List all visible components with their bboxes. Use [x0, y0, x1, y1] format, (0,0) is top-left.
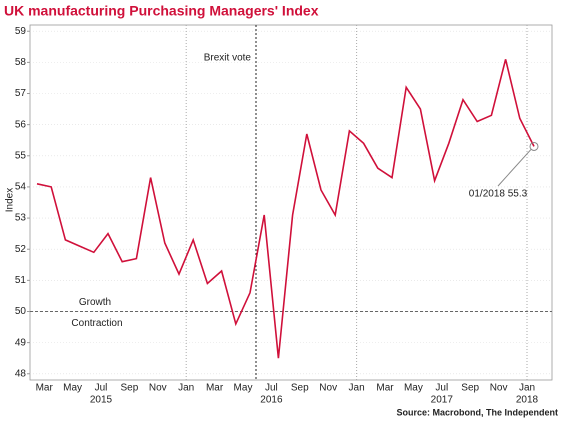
- y-axis-label: Index: [5, 188, 16, 212]
- year-label: 2016: [260, 395, 283, 406]
- year-label: 2015: [90, 395, 113, 406]
- last-point: [529, 141, 539, 151]
- x-tick-label: Jul: [265, 383, 278, 394]
- last-point-label: 01/2018 55.3: [469, 189, 528, 200]
- x-tick-label: Nov: [319, 383, 337, 394]
- y-tick-label: 59: [15, 26, 27, 37]
- callout-line: [497, 149, 532, 187]
- y-tick-label: 56: [15, 119, 27, 130]
- y-tick-label: 52: [15, 244, 27, 255]
- y-tick-label: 53: [15, 213, 27, 224]
- x-tick-label: May: [234, 383, 253, 394]
- x-tick-label: Jul: [435, 383, 448, 394]
- growth-label: Growth: [79, 297, 111, 308]
- y-tick-label: 58: [15, 57, 27, 68]
- series-line: [36, 59, 535, 359]
- x-tick-label: May: [63, 383, 82, 394]
- contraction-label: Contraction: [71, 318, 122, 329]
- y-tick-label: 55: [15, 150, 27, 161]
- x-tick-label: Nov: [149, 383, 167, 394]
- source: Source: Macrobond, The Independent: [396, 407, 558, 417]
- x-tick-label: Jan: [178, 383, 194, 394]
- x-tick-label: Mar: [36, 383, 54, 394]
- x-tick-label: Mar: [206, 383, 224, 394]
- y-tick-label: 50: [15, 306, 27, 317]
- x-tick-label: Nov: [490, 383, 508, 394]
- y-tick-label: 51: [15, 275, 27, 286]
- brexit-label: Brexit vote: [204, 53, 252, 64]
- x-tick-label: Jul: [95, 383, 108, 394]
- x-tick-label: May: [404, 383, 423, 394]
- x-tick-label: Jan: [519, 383, 535, 394]
- year-label: 2018: [516, 395, 539, 406]
- y-tick-label: 49: [15, 337, 27, 348]
- y-tick-label: 54: [15, 182, 27, 193]
- y-tick-label: 48: [15, 368, 27, 379]
- x-tick-label: Sep: [461, 383, 479, 394]
- year-label: 2017: [431, 395, 454, 406]
- plot-frame: [29, 24, 553, 381]
- x-tick-label: Sep: [291, 383, 309, 394]
- y-tick-label: 57: [15, 88, 27, 99]
- x-tick-label: Sep: [121, 383, 139, 394]
- x-tick-label: Jan: [349, 383, 365, 394]
- chart-title: UK manufacturing Purchasing Managers' In…: [4, 3, 319, 19]
- x-tick-label: Mar: [376, 383, 394, 394]
